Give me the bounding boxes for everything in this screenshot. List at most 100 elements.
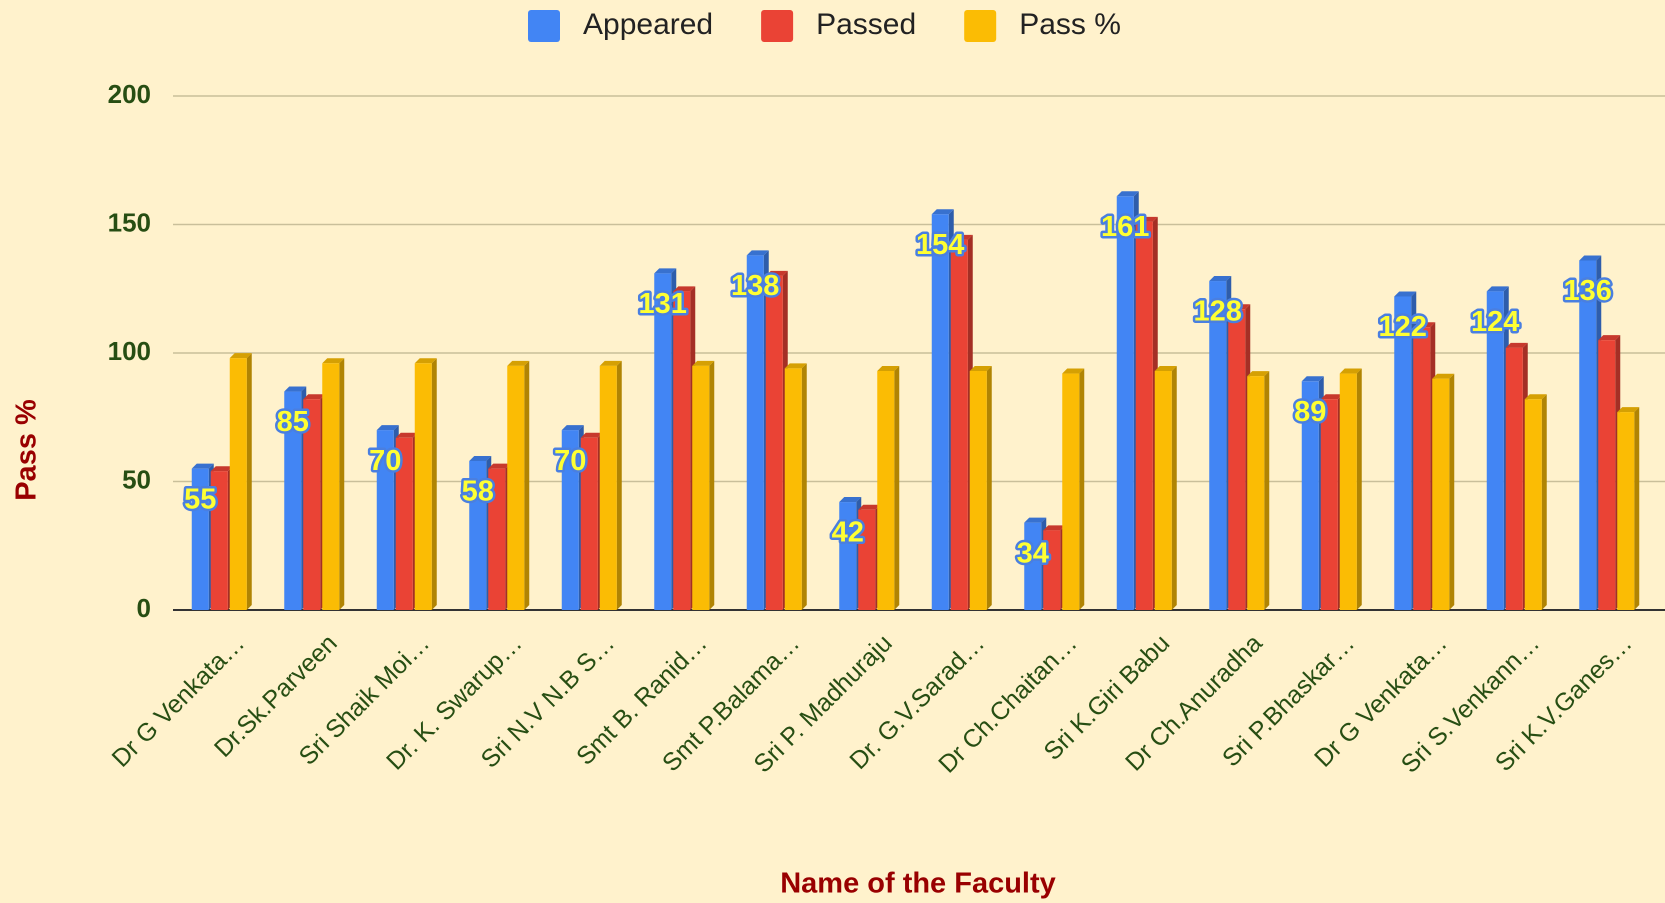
bar-cap [303,394,326,400]
bar-cap [692,360,715,366]
data-label: 161 [1101,211,1149,243]
bar [1209,281,1227,610]
bar-cap [839,497,862,503]
bar-cap [1524,394,1547,400]
bar-cap [1228,304,1251,310]
data-label: 154 [916,229,964,261]
bar [746,255,764,610]
data-label: 55 [184,483,216,515]
bar [1228,309,1246,610]
bar [469,460,487,610]
bar-cap [1394,291,1417,297]
bar-side [986,365,992,610]
y-tick-label: 0 [137,593,151,623]
bar-side [801,363,807,610]
bar [1301,381,1319,610]
bar-cap [395,432,418,438]
bar-side [1356,368,1362,610]
bar-cap [1135,216,1158,222]
data-label: 124 [1471,306,1519,338]
bar-cap [1617,407,1640,413]
bar-cap [1116,191,1139,197]
bar-side [1634,407,1640,610]
legend-label: Pass % [1019,8,1121,41]
bar-cap [284,386,307,392]
bar-cap [1486,286,1509,292]
bar [784,368,802,610]
legend-swatch [528,10,560,42]
bar [950,239,968,611]
bar-side [431,358,437,610]
bar [376,430,394,610]
bar-side [339,358,345,610]
bar [1413,327,1431,610]
legend-swatch [964,10,997,42]
bar-cap [469,455,492,461]
bar [284,391,302,610]
bar [1579,260,1597,610]
bar [507,365,525,610]
bar-cap [1247,371,1270,377]
bar-cap [1432,373,1455,379]
legend: Appeared Passed Pass % [528,8,1121,42]
data-label: 42 [832,517,864,549]
x-axis-title: Name of the Faculty [780,868,1056,900]
bar [1524,399,1542,610]
legend-swatch [761,10,794,42]
bar-cap [1301,376,1324,382]
bar-cap [414,358,437,364]
bar-cap [654,268,677,274]
bar-cap [969,365,992,371]
y-tick-label: 150 [108,207,151,237]
bar [1432,378,1450,610]
y-tick-label: 50 [122,464,151,494]
bar-side [524,360,530,610]
bar-cap [765,270,788,276]
bar-cap [599,360,622,366]
bar-cap [1154,365,1177,371]
bar-cap [673,286,696,292]
bar-cap [1320,394,1343,400]
bar [765,275,783,610]
bar [1320,399,1338,610]
bar [1247,376,1265,610]
bar-cap [376,425,399,431]
bar [488,468,506,610]
data-label: 70 [554,445,586,477]
data-label: 122 [1379,311,1427,343]
data-label: 131 [639,288,687,320]
bar-cap [488,463,511,469]
bar-cap [1413,322,1436,328]
bar-side [1541,394,1547,610]
bar-cap [580,432,603,438]
bar [1617,412,1635,610]
data-label: 128 [1194,296,1242,328]
bar-cap [1505,342,1528,348]
bar [839,502,857,610]
bar [1135,221,1153,610]
bar [210,471,228,610]
bar [1116,196,1134,611]
bar [322,363,340,610]
bar-cap [322,358,345,364]
bar-side [246,353,252,610]
data-label: 85 [277,406,309,438]
bar [561,430,579,610]
legend-label: Appeared [583,8,713,41]
bar [191,468,209,610]
bar-side [1449,373,1455,610]
bar-cap [931,209,954,215]
bar-cap [1339,368,1362,374]
bar [654,273,672,610]
bar [692,365,710,610]
bar-side [1171,365,1177,610]
bar-side [709,360,715,610]
bar [1154,370,1172,610]
bar-cap [877,365,900,371]
data-label: 70 [369,445,401,477]
bar-cap [1024,517,1047,523]
bar [395,437,413,610]
bar-cap [746,250,769,256]
